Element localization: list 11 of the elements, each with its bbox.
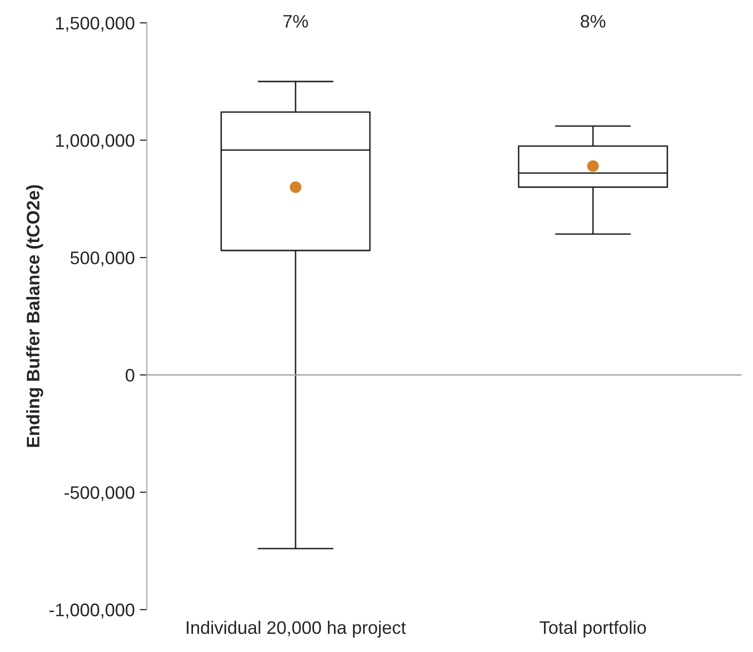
y-tick-label: -500,000 [64, 486, 134, 502]
y-axis-title: Ending Buffer Balance (tCO2e) [26, 185, 44, 447]
x-tick-label: Total portfolio [540, 620, 646, 638]
y-tick-label: 0 [126, 368, 134, 382]
x-tick-label: Individual 20,000 ha project [186, 620, 406, 638]
annotation: 8% [580, 14, 606, 28]
y-tick-label: 500,000 [70, 251, 134, 266]
y-tick-label: -1,000,000 [50, 604, 134, 618]
y-tick-label: 1,000,000 [56, 134, 134, 150]
annotation: 7% [283, 14, 308, 28]
y-tick-label: 1,500,000 [56, 16, 134, 32]
